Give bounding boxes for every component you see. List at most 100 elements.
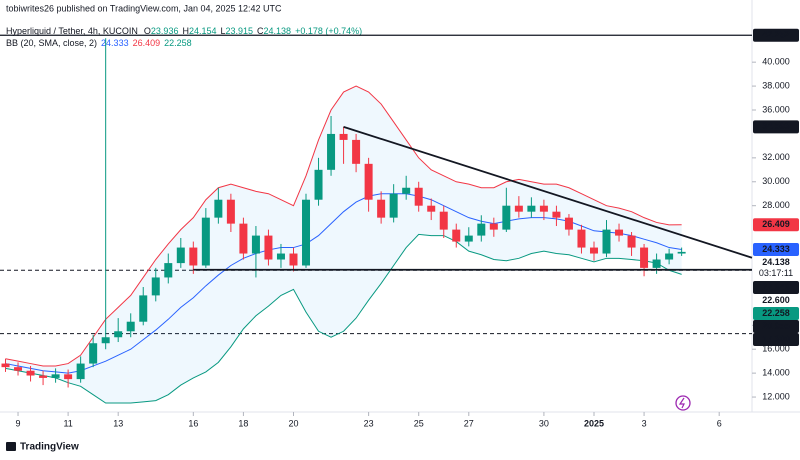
ohlc-value: 23.936 — [151, 26, 179, 36]
price-badge — [753, 281, 799, 295]
price-badge-label: 42.252 — [762, 30, 790, 40]
candle-body — [615, 229, 624, 236]
candle-body — [564, 217, 573, 230]
candle-body — [51, 374, 60, 378]
x-tick-label: 25 — [414, 418, 424, 428]
candle-body — [414, 187, 423, 206]
candle-body — [427, 205, 436, 212]
y-tick-label: 32.000 — [762, 152, 790, 162]
symbol: Hyperliquid / Tether, 4h, KUCOIN — [6, 26, 138, 36]
x-tick-label: 16 — [188, 418, 198, 428]
idea-icon[interactable] — [675, 395, 691, 411]
candle-body — [339, 133, 348, 140]
candle-body — [627, 235, 636, 248]
price-badge — [753, 120, 799, 134]
candle-body — [164, 263, 173, 278]
brand-logo: TradingView — [6, 442, 79, 453]
candle-body — [677, 251, 686, 254]
candle-body — [264, 235, 273, 260]
candle-body — [327, 133, 336, 170]
x-tick-label: 18 — [238, 418, 248, 428]
candle-body — [552, 211, 561, 218]
y-tick-label: 28.000 — [762, 200, 790, 210]
candle-body — [589, 247, 598, 254]
publisher: tobiwrites26 published on TradingView.co… — [6, 3, 282, 13]
candle-body — [464, 235, 473, 242]
price-badge-label: 24.138 — [762, 257, 790, 267]
ohlc-key: L — [220, 26, 225, 36]
y-tick-label: 16.000 — [762, 344, 790, 354]
x-tick-label: 9 — [16, 418, 21, 428]
candle-body — [577, 229, 586, 248]
y-tick-label: 38.000 — [762, 80, 790, 90]
price-badge — [753, 333, 799, 347]
candle-body — [1, 363, 10, 368]
countdown: 03:17:11 — [759, 268, 793, 278]
candle-body — [289, 253, 298, 266]
candle-body — [539, 205, 548, 212]
x-tick-label: 13 — [113, 418, 123, 428]
price-badge-label: 22.646 — [762, 282, 790, 292]
price-badge-label: 26.409 — [762, 219, 790, 229]
price-badge — [753, 218, 799, 232]
bb-label: BB (20, SMA, close, 2) — [6, 38, 97, 48]
bb-value: 26.409 — [133, 38, 161, 48]
candle-body — [26, 370, 35, 376]
candle-body — [64, 374, 73, 380]
price-badge — [753, 243, 799, 257]
candle-body — [314, 169, 323, 200]
candle-body — [302, 199, 311, 266]
bb-value: 24.333 — [101, 38, 129, 48]
ohlc-value: 24.138 — [264, 26, 292, 36]
candle-body — [439, 211, 448, 230]
bb-fill — [5, 86, 682, 404]
candle-body — [502, 205, 511, 230]
candle-body — [89, 343, 98, 364]
ohlc-key: O — [144, 26, 151, 36]
x-tick-label: 20 — [288, 418, 298, 428]
change: +0.178 (+0.74%) — [295, 26, 362, 36]
x-tick-label: 6 — [717, 418, 722, 428]
candle-body — [527, 205, 536, 212]
y-tick-label: 14.000 — [762, 368, 790, 378]
legend: Hyperliquid / Tether, 4h, KUCOIN O23.936 H… — [6, 26, 362, 36]
candle-body — [226, 199, 235, 224]
y-tick-label: 30.000 — [762, 176, 790, 186]
candle-body — [201, 217, 210, 266]
trendline — [343, 125, 753, 259]
candle-body — [352, 139, 361, 164]
ohlc-value: 23.915 — [226, 26, 254, 36]
candle-body — [114, 331, 123, 338]
candle-body — [364, 163, 373, 200]
candle-body — [14, 367, 23, 371]
candle-body — [489, 223, 498, 230]
y-tick-label: 12.000 — [762, 391, 790, 401]
bb-value: 22.258 — [164, 38, 192, 48]
idea-icon-bolt — [678, 397, 685, 409]
price-badge-label: 20.955 — [762, 321, 790, 331]
logo-mark — [6, 442, 16, 451]
y-tick-label: 40.000 — [762, 57, 790, 67]
candle-body — [477, 223, 486, 236]
brand: TradingView — [20, 442, 79, 453]
candle-body — [452, 229, 461, 242]
ohlc-key: C — [257, 26, 264, 36]
x-tick-label: 11 — [63, 418, 72, 428]
bb-upper — [5, 85, 682, 367]
price-badge-label: 24.333 — [762, 244, 790, 254]
candle-body — [276, 253, 285, 260]
candle-body — [239, 223, 248, 254]
x-tick-label: 27 — [464, 418, 474, 428]
candle-body — [665, 253, 674, 260]
candle-body — [126, 321, 135, 332]
candle-body — [101, 337, 110, 344]
candle-body — [402, 187, 411, 194]
candle-body — [377, 199, 386, 218]
candle-body — [214, 199, 223, 218]
candle-body — [514, 205, 523, 212]
y-tick-label: 36.000 — [762, 104, 790, 114]
bb-legend: BB (20, SMA, close, 2) 24.333 26.409 22.258 — [6, 38, 192, 48]
bb-lower — [5, 233, 682, 404]
candle-body — [652, 259, 661, 268]
